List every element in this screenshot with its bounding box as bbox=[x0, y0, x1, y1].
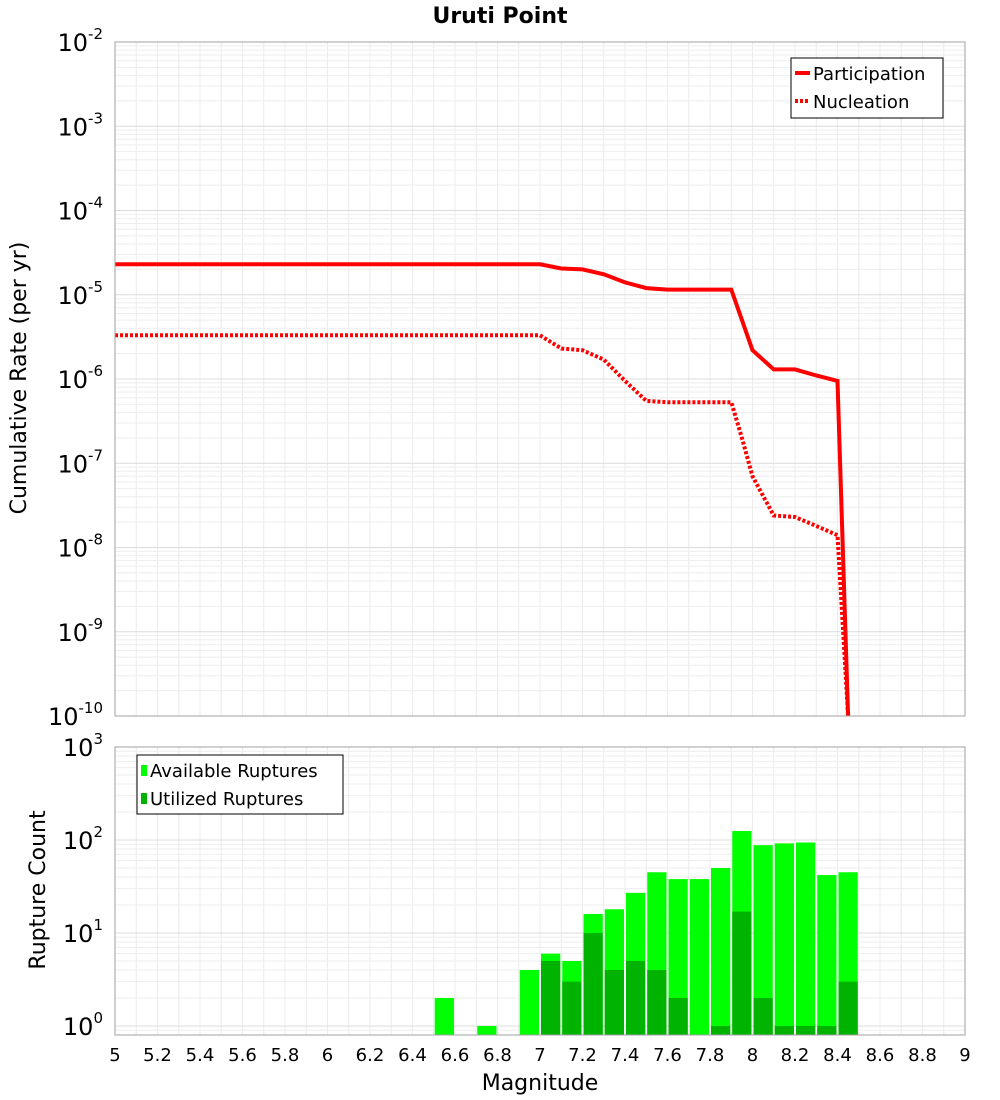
x-tick-label: 6.2 bbox=[356, 1045, 385, 1066]
legend-label: Available Ruptures bbox=[150, 761, 318, 782]
bottom-plot-frame bbox=[114, 746, 966, 1036]
utilized-ruptures-bar bbox=[838, 981, 858, 1035]
x-tick-label: 7.6 bbox=[653, 1045, 682, 1066]
x-tick-label: 6 bbox=[322, 1045, 333, 1066]
utilized-ruptures-bar bbox=[796, 1025, 816, 1035]
legend-label: Utilized Ruptures bbox=[150, 789, 303, 810]
x-tick-label: 8.6 bbox=[866, 1045, 895, 1066]
bottom-y-tick-label: 102 bbox=[63, 823, 103, 855]
x-tick-label: 8.8 bbox=[908, 1045, 937, 1066]
x-tick-label: 5.6 bbox=[228, 1045, 257, 1066]
x-tick-label: 5.2 bbox=[143, 1045, 172, 1066]
mark-layer bbox=[115, 262, 858, 1035]
x-tick-label: 5 bbox=[109, 1045, 120, 1066]
top-plot-frame bbox=[114, 41, 966, 717]
available-ruptures-bar bbox=[753, 845, 773, 1035]
available-legend-swatch bbox=[141, 765, 147, 776]
top-y-tick-label: 10-8 bbox=[57, 531, 103, 563]
available-ruptures-bar bbox=[796, 842, 816, 1035]
utilized-ruptures-bar bbox=[732, 911, 752, 1035]
chart-title: Uruti Point bbox=[432, 4, 568, 29]
x-tick-label: 5.4 bbox=[186, 1045, 215, 1066]
available-ruptures-bar bbox=[817, 875, 837, 1035]
bottom-y-tick-label: 100 bbox=[63, 1009, 103, 1041]
top-y-tick-label: 10-2 bbox=[57, 25, 103, 57]
x-tick-label: 8 bbox=[747, 1045, 758, 1066]
x-tick-label: 8.4 bbox=[823, 1045, 852, 1066]
utilized-legend-swatch bbox=[141, 793, 147, 804]
utilized-ruptures-bar bbox=[583, 932, 603, 1035]
legend-label: Nucleation bbox=[813, 92, 909, 113]
utilized-ruptures-bar bbox=[753, 997, 773, 1035]
top-y-tick-label: 10-3 bbox=[57, 109, 103, 141]
x-tick-label: 7.8 bbox=[696, 1045, 725, 1066]
top-y-tick-label: 10-10 bbox=[48, 699, 103, 731]
bottom-y-tick-label: 101 bbox=[63, 916, 103, 948]
available-ruptures-bar bbox=[434, 997, 454, 1035]
utilized-ruptures-bar bbox=[541, 960, 561, 1035]
available-ruptures-bar bbox=[689, 879, 709, 1035]
top-y-tick-label: 10-5 bbox=[57, 278, 103, 310]
x-tick-label: 8.2 bbox=[781, 1045, 810, 1066]
participation-line bbox=[115, 262, 851, 717]
bottom-y-tick-label: 103 bbox=[63, 730, 103, 762]
nucleation-line bbox=[115, 333, 851, 717]
utilized-ruptures-bar bbox=[668, 997, 688, 1035]
utilized-ruptures-bar bbox=[647, 969, 667, 1035]
x-tick-label: 9 bbox=[959, 1045, 970, 1066]
utilized-ruptures-bar bbox=[711, 1025, 731, 1035]
available-ruptures-bar bbox=[774, 843, 794, 1035]
available-ruptures-bar bbox=[711, 867, 731, 1035]
x-tick-label: 5.8 bbox=[271, 1045, 300, 1066]
available-ruptures-bar bbox=[477, 1025, 497, 1035]
frame-layer bbox=[114, 41, 966, 1036]
x-tick-label: 6.6 bbox=[441, 1045, 470, 1066]
x-tick-label: 7.2 bbox=[568, 1045, 597, 1066]
legend-layer: Participation Nucleation Available Rupture… bbox=[136, 57, 944, 815]
available-ruptures-bar bbox=[519, 969, 539, 1035]
utilized-ruptures-bar bbox=[562, 981, 582, 1035]
top-y-axis-label: Cumulative Rate (per yr) bbox=[7, 242, 32, 515]
x-tick-label: 6.4 bbox=[398, 1045, 427, 1066]
top-legend-box bbox=[790, 57, 944, 119]
top-y-tick-label: 10-7 bbox=[57, 446, 103, 478]
utilized-ruptures-bar bbox=[604, 969, 624, 1035]
text-layer: Uruti Point Cumulative Rate (per yr) Rup… bbox=[7, 4, 971, 1096]
x-axis-label: Magnitude bbox=[482, 1071, 599, 1096]
x-tick-label: 7 bbox=[534, 1045, 545, 1066]
top-y-tick-label: 10-4 bbox=[57, 194, 103, 226]
legend-label: Participation bbox=[813, 64, 925, 85]
bottom-legend: Available Ruptures Utilized Ruptures bbox=[136, 754, 344, 815]
top-y-tick-label: 10-6 bbox=[57, 362, 103, 394]
top-y-tick-label: 10-9 bbox=[57, 615, 103, 647]
utilized-ruptures-bar bbox=[817, 1025, 837, 1035]
grid-layer bbox=[114, 42, 966, 1036]
utilized-ruptures-bar bbox=[626, 960, 646, 1035]
top-legend: Participation Nucleation bbox=[790, 57, 944, 119]
x-tick-label: 7.4 bbox=[611, 1045, 640, 1066]
utilized-ruptures-bar bbox=[774, 1025, 794, 1035]
x-tick-label: 6.8 bbox=[483, 1045, 512, 1066]
bottom-y-axis-label: Rupture Count bbox=[26, 810, 51, 970]
bottom-legend-box bbox=[136, 754, 344, 815]
available-ruptures-bar bbox=[668, 879, 688, 1035]
